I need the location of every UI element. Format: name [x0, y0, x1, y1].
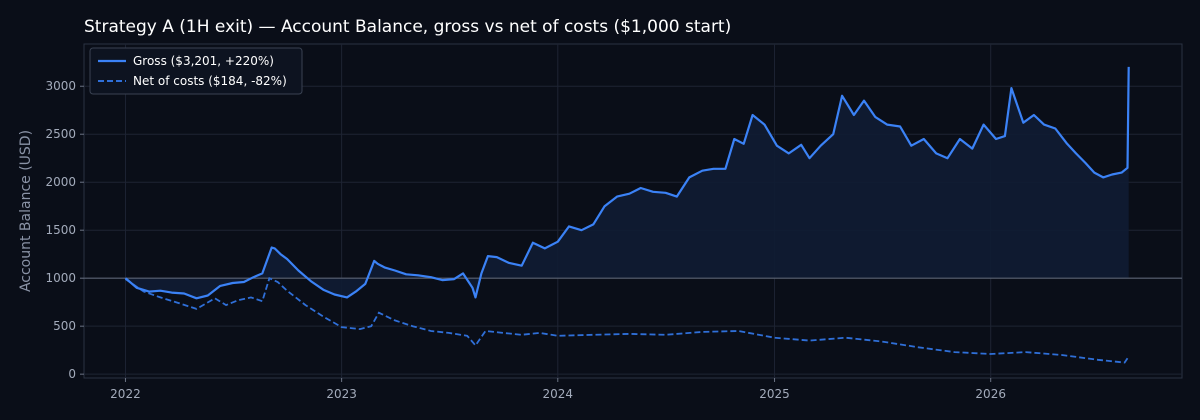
xtick-label-2022: 2022 — [110, 387, 141, 401]
ytick-label-3000: 3000 — [45, 79, 76, 93]
legend-net-label: Net of costs ($184, -82%) — [133, 74, 287, 88]
legend-box — [89, 47, 303, 95]
xtick-label-2025: 2025 — [759, 387, 790, 401]
xtick-label-2023: 2023 — [326, 387, 357, 401]
y-axis-ticks: 0 500 1000 1500 2000 2500 3000 — [45, 79, 84, 381]
y-axis-label: Account Balance (USD) — [18, 130, 34, 292]
legend: Gross ($3,201, +220%) Net of costs ($184… — [89, 47, 303, 95]
chart-title: Strategy A (1H exit) — Account Balance, … — [84, 17, 731, 37]
xtick-label-2026: 2026 — [975, 387, 1006, 401]
series-gross-line — [124, 66, 1130, 300]
ytick-label-1000: 1000 — [45, 271, 76, 285]
ytick-label-0: 0 — [68, 367, 76, 381]
ytick-label-1500: 1500 — [45, 223, 76, 237]
legend-gross-label: Gross ($3,201, +220%) — [133, 54, 274, 68]
gross-area-fill — [125, 66, 1129, 299]
xtick-label-2024: 2024 — [543, 387, 574, 401]
ytick-label-500: 500 — [53, 319, 76, 333]
series-net-line — [124, 276, 1130, 364]
x-axis-ticks: 2022 2023 2024 2025 2026 — [110, 378, 1006, 401]
ytick-label-2500: 2500 — [45, 127, 76, 141]
ytick-label-2000: 2000 — [45, 175, 76, 189]
